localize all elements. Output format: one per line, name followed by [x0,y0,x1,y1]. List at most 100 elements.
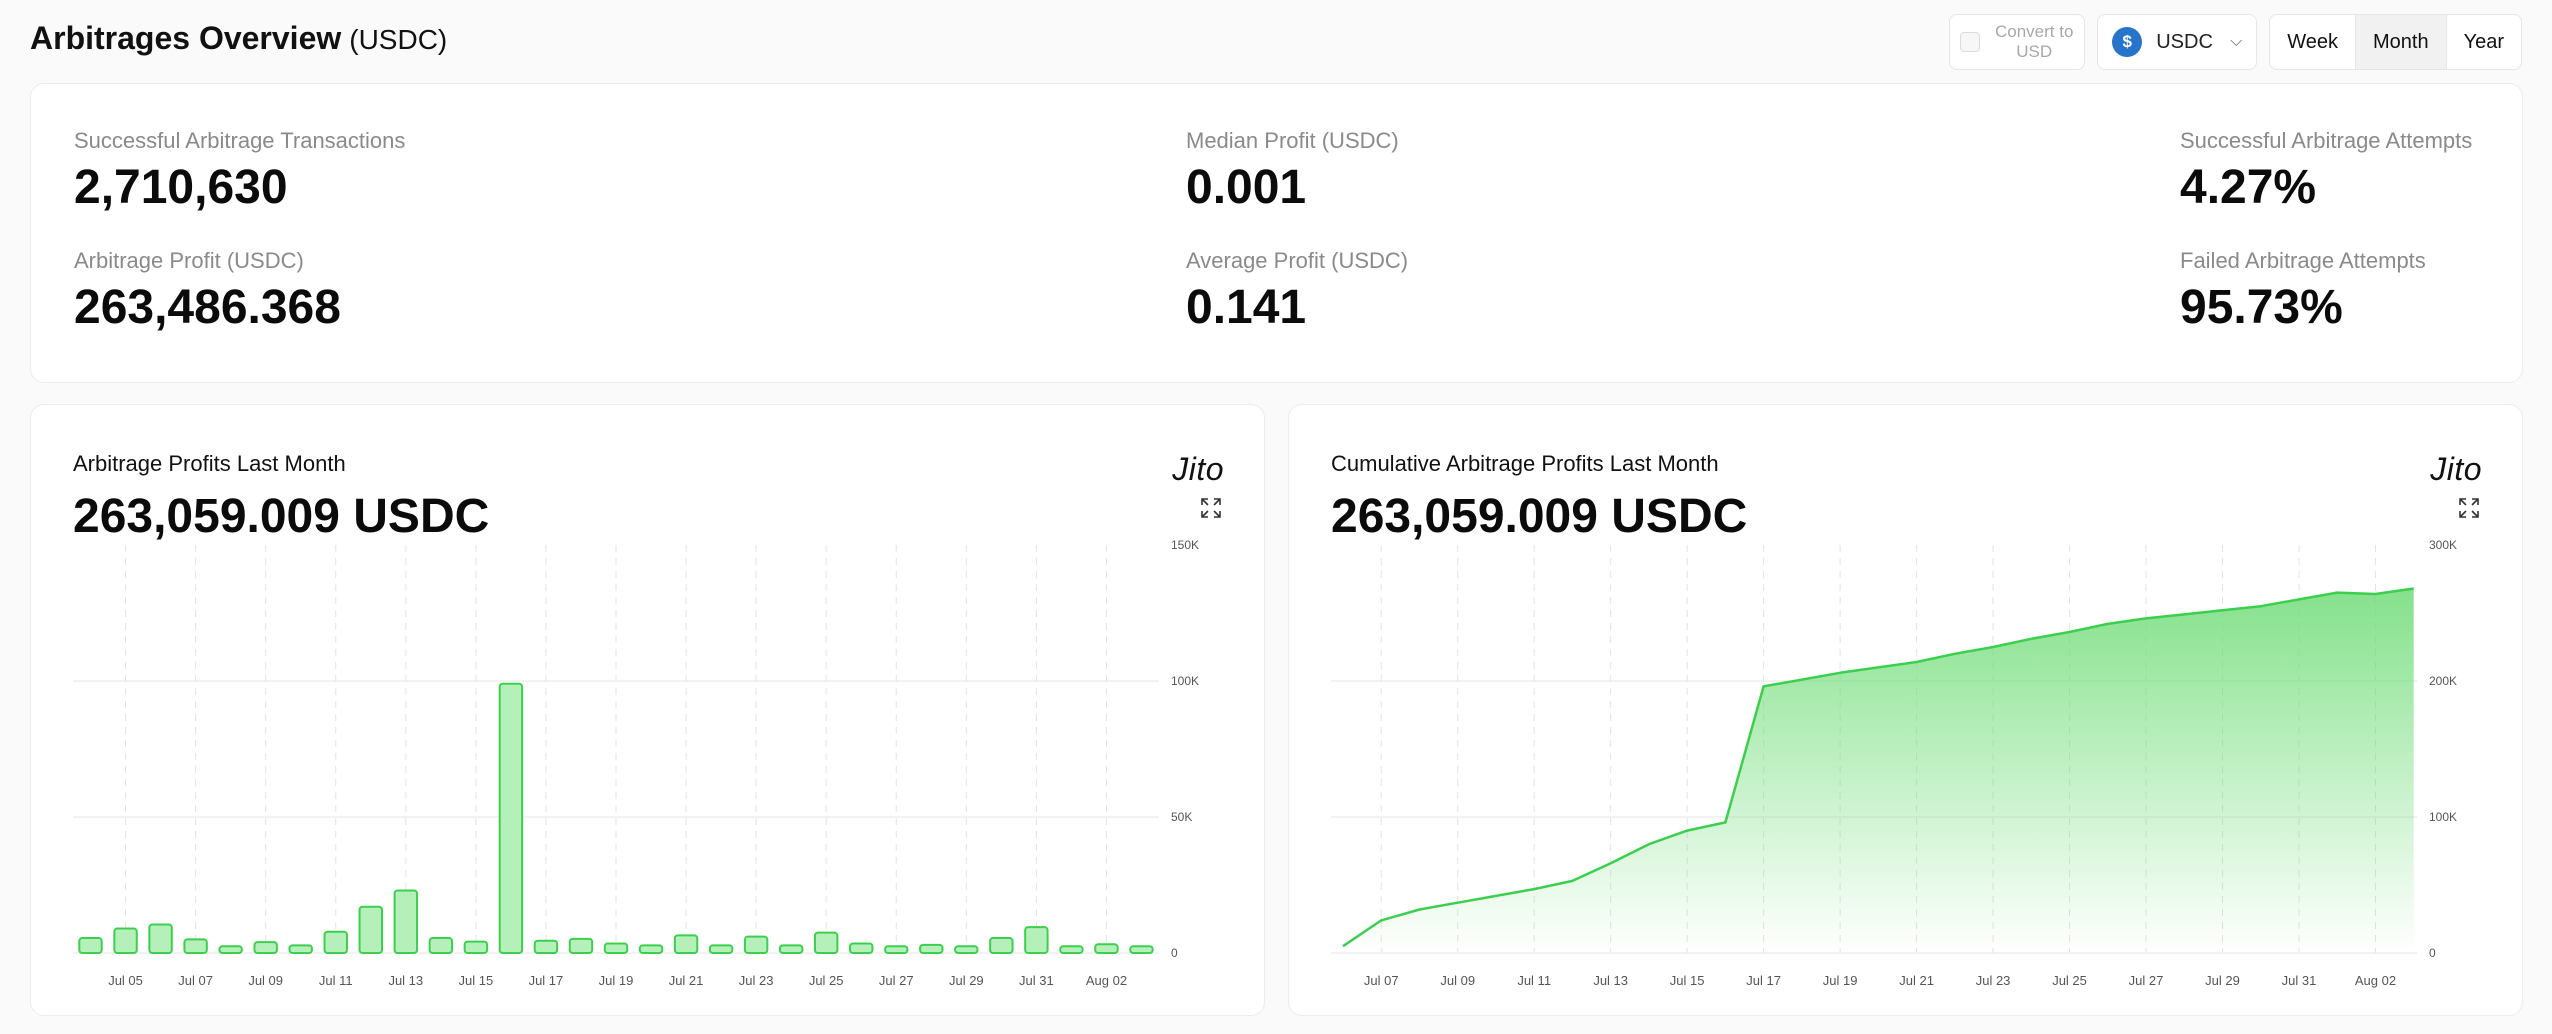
stat-label: Average Profit (USDC) [1186,248,1409,273]
cumulative-chart-card: Cumulative Arbitrage Profits Last Month … [1288,404,2523,1016]
convert-checkbox[interactable] [1960,32,1981,52]
page-title-unit: (USDC) [349,24,448,55]
y-tick-label: 100K [1171,674,1199,688]
bar [288,944,313,954]
y-tick-label: 100K [2429,810,2457,824]
bar [253,941,278,954]
convert-to-usd-toggle[interactable]: Convert to USD [1949,14,2086,70]
stat-label: Median Profit (USDC) [1186,128,1399,153]
x-tick-label: Jul 17 [1746,973,1781,988]
bar [463,940,489,954]
bar [148,923,173,955]
y-tick-label: 200K [2429,674,2457,688]
bar [778,944,804,954]
x-tick-label: Jul 05 [108,973,143,988]
bar [323,930,348,954]
y-tick-label: 300K [2429,538,2457,552]
bar [849,942,874,954]
x-tick-label: Aug 02 [1086,973,1127,988]
convert-label: Convert to USD [1995,22,2074,61]
bar [358,905,383,955]
bar [1059,945,1084,955]
bar [989,937,1014,954]
bar [813,931,839,954]
jito-logo: Jito [2430,451,2482,487]
y-tick-label: 0 [1171,946,1178,960]
currency-label: USDC [2156,30,2213,53]
bar [218,945,243,955]
bar [533,939,559,955]
x-tick-label: Jul 25 [2052,973,2087,988]
bar [183,938,208,955]
bar [673,934,699,955]
x-tick-label: Jul 19 [599,973,634,988]
bar-chart: 0 50K 100K 150K Jul 05 Jul 07 Jul 09 Jul 11 Jul … [73,538,1199,988]
period-week-button[interactable]: Week [2270,15,2356,69]
period-month-button[interactable]: Month [2355,15,2447,69]
expand-icon[interactable] [2458,497,2480,519]
bar [498,682,524,954]
x-tick-label: Jul 27 [879,973,914,988]
x-tick-label: Jul 29 [2205,973,2240,988]
stat-label: Arbitrage Profit (USDC) [74,248,304,273]
x-tick-label: Jul 23 [739,973,774,988]
stat-average-profit: Average Profit (USDC) 0.141 [1186,248,1408,335]
stat-label: Successful Arbitrage Transactions [74,128,406,153]
x-tick-label: Jul 29 [949,973,984,988]
bar [884,945,909,955]
stat-success-rate: Successful Arbitrage Attempts 4.27% [2180,128,2472,215]
x-tick-label: Jul 25 [809,973,844,988]
x-tick-label: Jul 21 [669,973,704,988]
expand-icon[interactable] [1200,497,1222,519]
x-tick-label: Jul 21 [1899,973,1934,988]
stat-value: 2,710,630 [74,161,288,214]
x-tick-label: Jul 13 [1593,973,1628,988]
x-tick-label: Aug 02 [2355,973,2396,988]
stats-card: Successful Arbitrage Transactions 2,710,… [30,83,2523,383]
bar [954,945,979,955]
x-tick-label: Jul 07 [178,973,213,988]
bar [1024,926,1049,954]
chart-total: 263,059.009 USDC [1331,490,1748,543]
x-tick-label: Jul 17 [529,973,564,988]
stat-median-profit: Median Profit (USDC) 0.001 [1186,128,1399,215]
x-tick-label: Jul 31 [1019,973,1054,988]
x-tick-label: Jul 11 [319,973,353,988]
x-tick-label: Jul 23 [1976,973,2011,988]
chevron-down-icon: ⌵ [2230,33,2243,50]
x-tick-label: Jul 11 [1517,973,1551,988]
page-title: Arbitrages Overview (USDC) [30,20,448,56]
stat-successful-transactions: Successful Arbitrage Transactions 2,710,… [74,128,405,215]
bar [393,889,419,955]
stat-value: 0.001 [1186,161,1307,214]
x-tick-label: Jul 15 [1670,973,1705,988]
stat-label: Successful Arbitrage Attempts [2180,128,2473,153]
bar [919,943,944,955]
period-selector: Week Month Year [2269,14,2522,70]
jito-logo: Jito [1172,451,1224,487]
period-year-button[interactable]: Year [2463,30,2504,53]
chart-title: Arbitrage Profits Last Month [73,451,346,476]
x-tick-label: Jul 09 [248,973,283,988]
area-chart: 0 100K 200K 300K Jul 07 Jul 09 Jul 11 Jul 13 Jul… [1331,538,2457,988]
stat-value: 95.73% [2180,281,2343,334]
stat-value: 0.141 [1186,281,1307,334]
area-fill [1343,588,2414,953]
page-header: Arbitrages Overview (USDC) Convert to USD… [30,14,2522,74]
currency-select[interactable]: $ USDC ⌵ [2097,14,2258,70]
bar [78,937,103,954]
bar [743,935,769,954]
x-tick-label: Jul 19 [1823,973,1858,988]
usdc-icon: $ [2112,27,2143,57]
chart-title: Cumulative Arbitrage Profits Last Month [1331,451,1719,476]
bar [708,944,734,954]
x-tick-label: Jul 13 [388,973,423,988]
bar [428,937,454,954]
bar [568,937,594,955]
bar [638,944,664,954]
x-tick-label: Jul 15 [459,973,494,988]
stat-value: 4.27% [2180,161,2317,214]
x-tick-label: Jul 31 [2282,973,2317,988]
stat-value: 263,486.368 [74,281,341,334]
y-tick-label: 0 [2429,946,2436,960]
